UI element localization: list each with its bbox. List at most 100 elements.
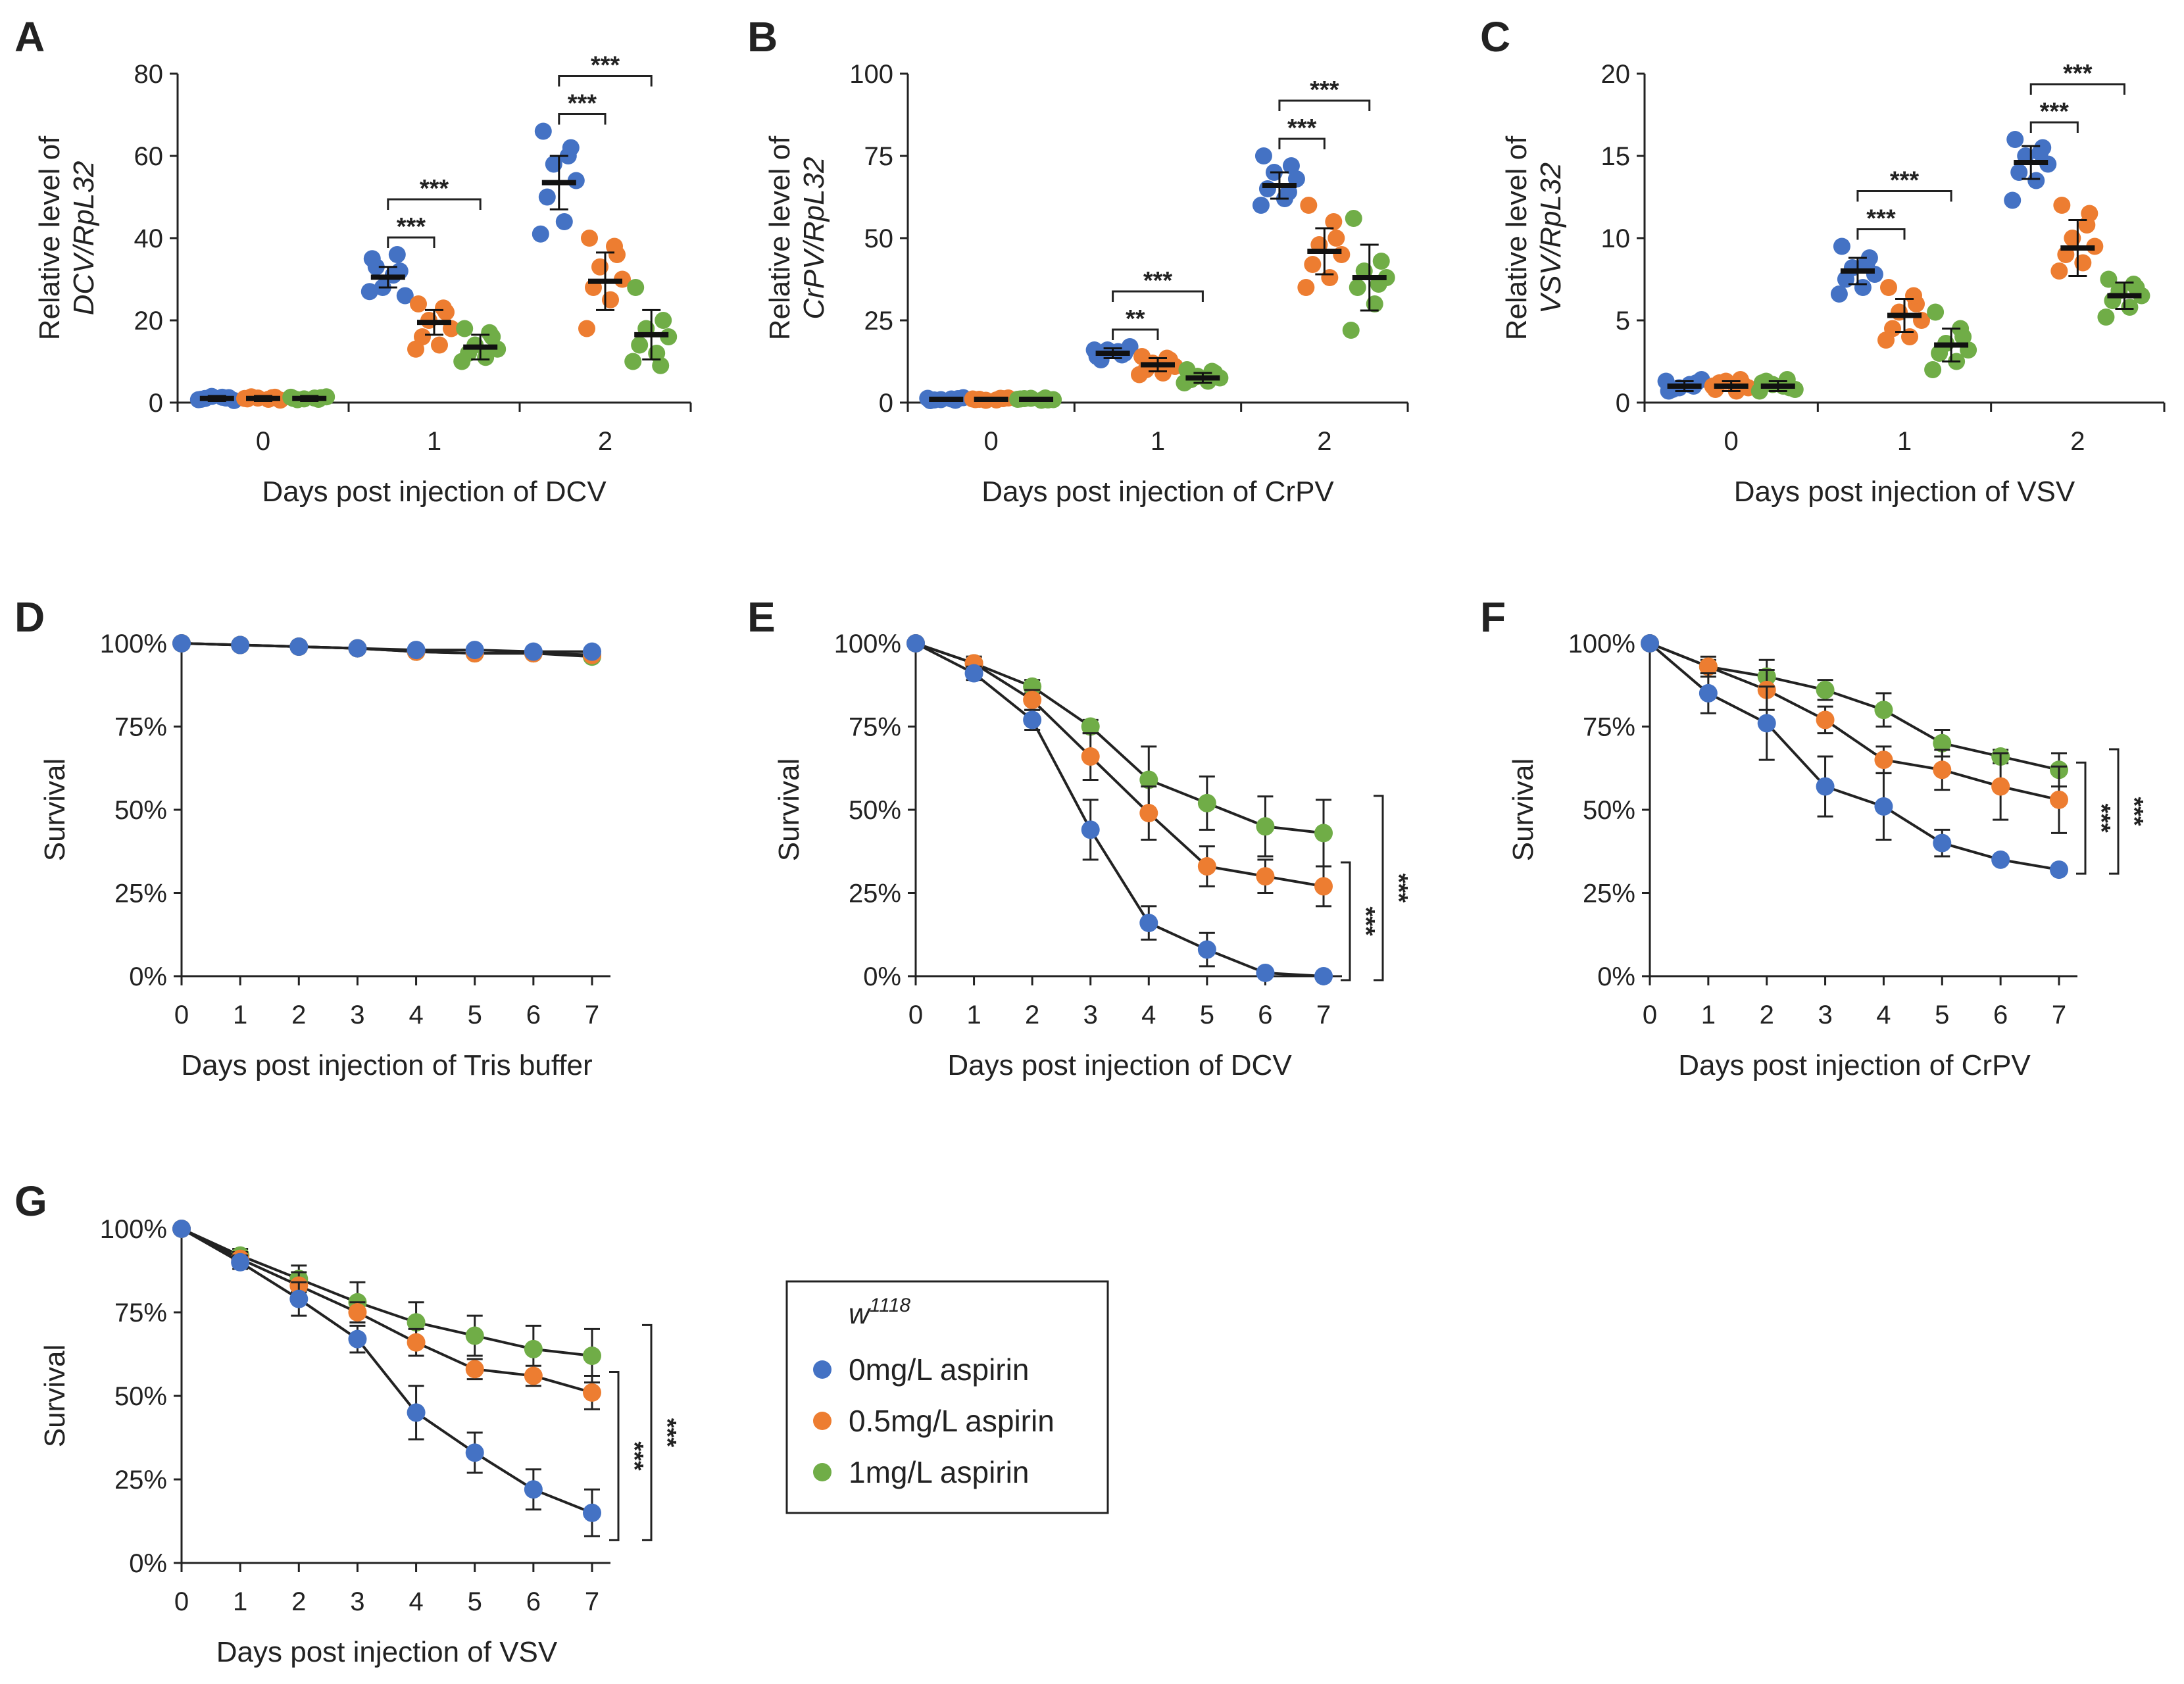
significance-bracket: *** [558,90,607,125]
bracket-line [1856,190,1952,202]
x-tick-label: 1 [1701,1001,1716,1029]
data-point [465,1443,484,1462]
data-point [555,213,573,230]
data-point [1372,253,1390,270]
y-tick-label: 50% [849,796,901,825]
x-tick-label: 1 [1897,427,1912,456]
significance-label: *** [568,90,597,118]
data-point [1345,210,1362,227]
y-tick-label: 25% [849,879,901,908]
y-tick-label: 100% [100,630,167,658]
bracket-line [609,1371,620,1541]
data-point [367,258,385,276]
data-point [1197,857,1216,876]
data-point [919,389,937,407]
data-point [1349,279,1366,296]
data-point [231,635,250,655]
data-point [1328,230,1345,247]
x-tick-label: 3 [350,1001,364,1029]
x-tick-label: 0 [1724,427,1739,456]
x-tick-label: 7 [2052,1001,2066,1029]
data-point [1131,366,1148,384]
x-tick-label: 5 [1935,1001,1949,1029]
x-tick-label: 2 [291,1001,306,1029]
data-point [1139,770,1158,789]
y-tick-label: 0 [879,389,893,418]
data-point [410,295,427,312]
data-point [578,320,595,337]
data-point [1023,691,1042,710]
x-tick-label: 2 [1317,427,1331,456]
y-tick-label: 60 [134,142,164,171]
data-point [2050,262,2068,280]
significance-bracket: *** [1112,267,1204,302]
data-point [1342,322,1360,339]
x-tick-label: 2 [291,1587,306,1616]
significance-label: *** [591,52,620,80]
panel-b: 0 25 50 75 100 B 0 1 2 Days post injection of CrP… [747,13,1409,508]
series-line [915,642,1324,835]
significance-label: *** [1866,205,1896,233]
panel-letter: D [14,593,45,641]
data-point [631,336,649,354]
data-point [456,320,474,337]
series-1mg-l-aspirin [1009,210,1395,409]
bracket-line [387,198,482,210]
data-point [627,279,645,296]
data-point [624,353,642,370]
significance-label: *** [653,1418,681,1448]
x-tick-label: 0 [984,427,999,456]
y-tick-label: 100% [834,630,901,658]
x-tick-label: 1 [966,1001,981,1029]
data-point [906,634,925,653]
y-tick-label: 10 [1601,224,1631,253]
data-point [583,1503,601,1522]
y-tick-label: 75% [114,1299,167,1327]
y-tick-label: 75 [864,142,894,171]
panel-letter: G [14,1177,47,1225]
x-axis-title: Days post injection of Tris buffer [181,1049,592,1081]
data-point [534,122,552,140]
significance-bracket: *** [387,213,435,248]
data-point [348,1329,367,1349]
data-point [407,340,424,358]
data-point [289,637,309,656]
data-point [172,634,191,653]
legend-genotype-sup: 1118 [870,1295,911,1316]
series-line [1649,642,2060,872]
bracket-line [1112,290,1204,302]
y-tick-label: 25% [114,879,167,908]
panel-f: 0% 25% 50% 75% 100% F 0 1 2 3 4 5 6 7 Days post inject… [1480,593,2148,1081]
significance-label: *** [620,1441,648,1471]
panel-a: 0 20 40 60 80 A 0 1 2 Days post injection of DCV R… [14,13,692,508]
legend-marker-1mg [813,1463,831,1481]
data-point [1333,246,1351,263]
significance-label: *** [2120,797,2148,826]
data-point [655,312,672,329]
x-tick-label: 6 [1258,1001,1272,1029]
x-tick-label: 2 [2070,427,2085,456]
bracket-line [2029,83,2125,95]
y-tick-label: 50% [114,1382,167,1411]
y-tick-label: 75% [1583,713,1635,742]
data-point [1139,914,1158,933]
y-tick-label: 0% [129,1549,167,1578]
data-point [1304,256,1322,273]
series-line [181,1227,593,1514]
data-point [1085,341,1103,359]
data-point [1081,747,1100,766]
data-point [583,1347,601,1366]
y-axis-title: Survival [1507,758,1539,862]
data-point [524,1366,543,1385]
bracket-line [558,113,607,125]
data-point [1833,237,1850,255]
y-tick-label: 20 [1601,60,1631,89]
data-point [1877,332,1895,349]
y-axis-title-line2: CrPV/RpL32 [798,157,830,319]
significance-bracket: ** [1112,305,1159,340]
data-point [1699,657,1718,676]
x-tick-label: 2 [1025,1001,1039,1029]
panel-letter: F [1480,593,1506,641]
x-tick-label: 0 [174,1001,189,1029]
